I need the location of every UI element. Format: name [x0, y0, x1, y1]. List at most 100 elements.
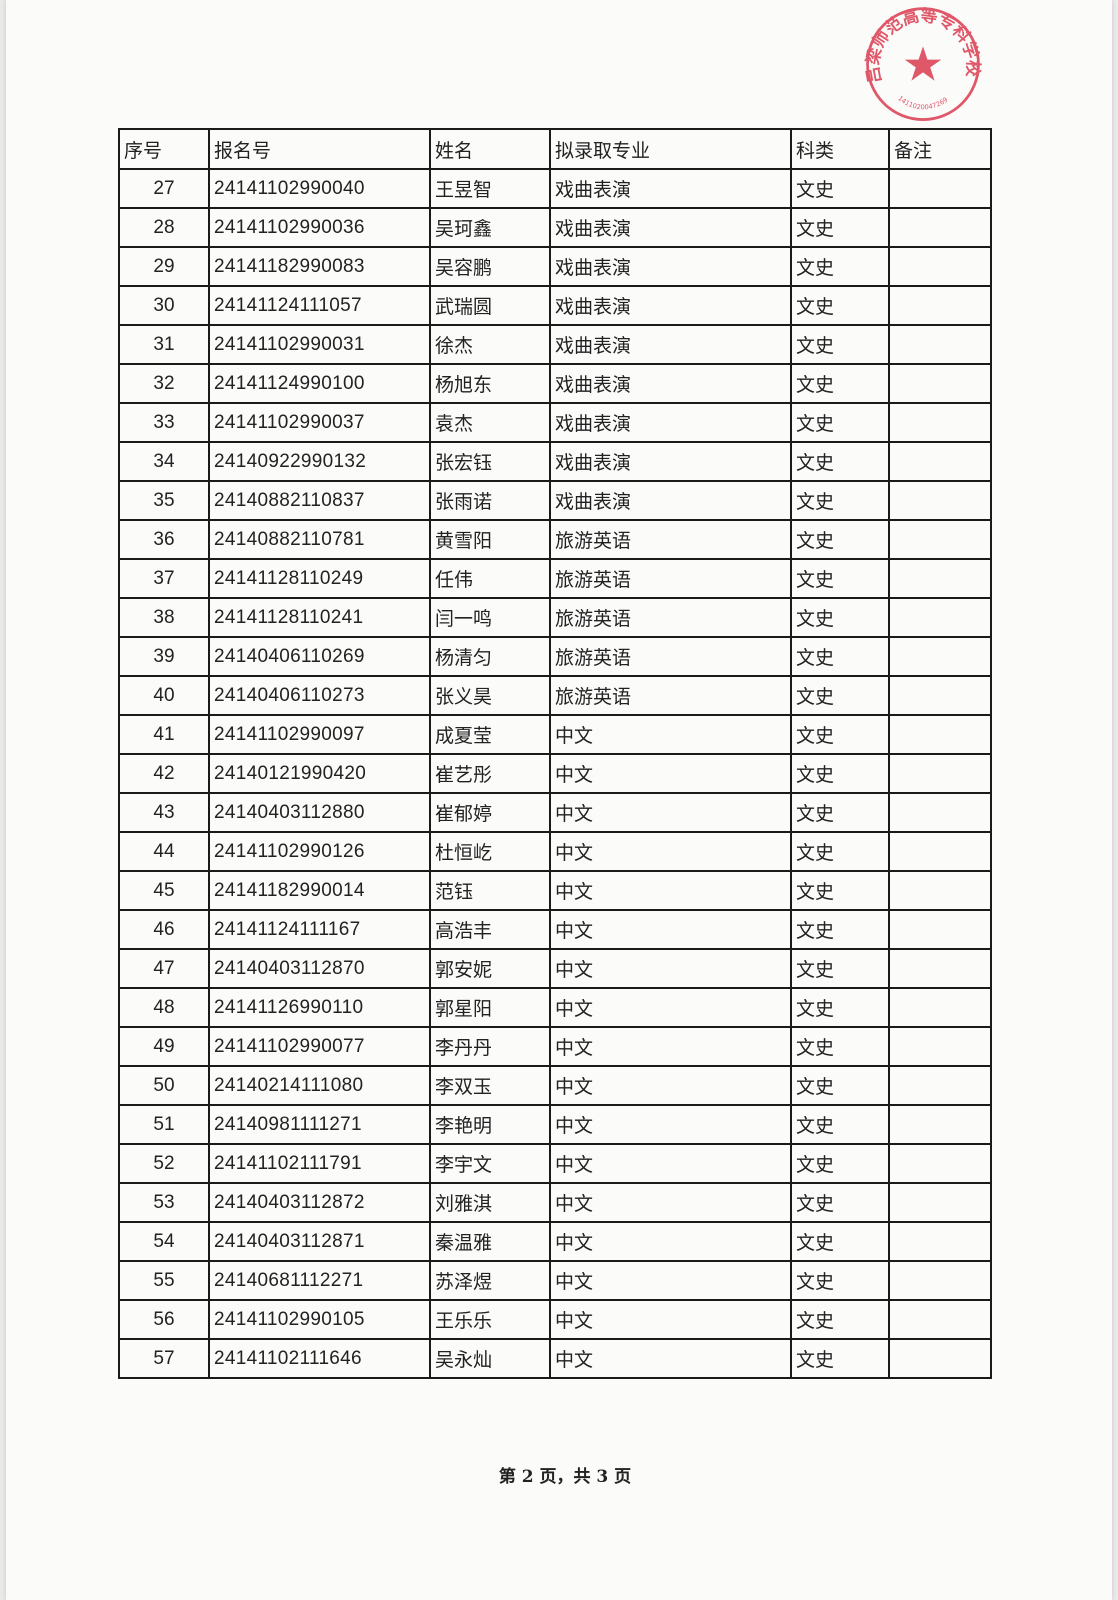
- cell-name: 郭星阳: [429, 987, 551, 1028]
- table-row: 30 24141124111057 武瑞圆 戏曲表演 文史: [118, 285, 992, 326]
- table-row: 46 24141124111167 高浩丰 中文 文史: [118, 909, 992, 950]
- cell-major: 戏曲表演: [549, 168, 792, 209]
- cell-index: 28: [118, 207, 210, 248]
- table-row: 36 24140882110781 黄雪阳 旅游英语 文史: [118, 519, 992, 560]
- table-row: 52 24141102111791 李宇文 中文 文史: [118, 1143, 992, 1184]
- cell-registration-no: 24140882110837: [208, 480, 431, 521]
- table-row: 37 24141128110249 任伟 旅游英语 文史: [118, 558, 992, 599]
- cell-index: 42: [118, 753, 210, 794]
- table-row: 27 24141102990040 王昱智 戏曲表演 文史: [118, 168, 992, 209]
- cell-registration-no: 24141102990097: [208, 714, 431, 755]
- cell-index: 30: [118, 285, 210, 326]
- cell-major: 中文: [549, 1026, 792, 1067]
- cell-registration-no: 24140403112871: [208, 1221, 431, 1262]
- cell-remarks: [888, 1065, 992, 1106]
- cell-category: 文史: [790, 246, 890, 287]
- cell-name: 吴珂鑫: [429, 207, 551, 248]
- cell-registration-no: 24141124990100: [208, 363, 431, 404]
- table-row: 51 24140981111271 李艳明 中文 文史: [118, 1104, 992, 1145]
- cell-remarks: [888, 1260, 992, 1301]
- table-row: 42 24140121990420 崔艺彤 中文 文史: [118, 753, 992, 794]
- cell-name: 刘雅淇: [429, 1182, 551, 1223]
- cell-category: 文史: [790, 441, 890, 482]
- cell-category: 文史: [790, 1143, 890, 1184]
- cell-name: 张义昊: [429, 675, 551, 716]
- cell-index: 50: [118, 1065, 210, 1106]
- cell-index: 45: [118, 870, 210, 911]
- cell-major: 中文: [549, 948, 792, 989]
- cell-category: 文史: [790, 714, 890, 755]
- cell-remarks: [888, 1026, 992, 1067]
- cell-remarks: [888, 324, 992, 365]
- cell-major: 中文: [549, 1299, 792, 1340]
- cell-registration-no: 24140403112872: [208, 1182, 431, 1223]
- cell-index: 43: [118, 792, 210, 833]
- cell-remarks: [888, 792, 992, 833]
- header-registration-no: 报名号: [208, 128, 431, 170]
- cell-major: 旅游英语: [549, 675, 792, 716]
- cell-name: 闫一鸣: [429, 597, 551, 638]
- header-name: 姓名: [429, 128, 551, 170]
- cell-registration-no: 24141126990110: [208, 987, 431, 1028]
- cell-name: 高浩丰: [429, 909, 551, 950]
- cell-registration-no: 24141102990037: [208, 402, 431, 443]
- cell-name: 秦温雅: [429, 1221, 551, 1262]
- cell-category: 文史: [790, 948, 890, 989]
- table-row: 44 24141102990126 杜恒屹 中文 文史: [118, 831, 992, 872]
- cell-registration-no: 24141102990036: [208, 207, 431, 248]
- cell-index: 47: [118, 948, 210, 989]
- cell-category: 文史: [790, 1065, 890, 1106]
- cell-remarks: [888, 1104, 992, 1145]
- cell-registration-no: 24140882110781: [208, 519, 431, 560]
- table-row: 34 24140922990132 张宏钰 戏曲表演 文史: [118, 441, 992, 482]
- cell-registration-no: 24141182990083: [208, 246, 431, 287]
- cell-name: 吴永灿: [429, 1338, 551, 1379]
- cell-major: 中文: [549, 870, 792, 911]
- cell-remarks: [888, 948, 992, 989]
- cell-index: 41: [118, 714, 210, 755]
- cell-remarks: [888, 168, 992, 209]
- cell-remarks: [888, 558, 992, 599]
- cell-index: 44: [118, 831, 210, 872]
- cell-name: 李丹丹: [429, 1026, 551, 1067]
- table-row: 54 24140403112871 秦温雅 中文 文史: [118, 1221, 992, 1262]
- cell-major: 中文: [549, 714, 792, 755]
- cell-index: 48: [118, 987, 210, 1028]
- cell-index: 35: [118, 480, 210, 521]
- cell-major: 中文: [549, 831, 792, 872]
- cell-remarks: [888, 675, 992, 716]
- cell-name: 崔艺彤: [429, 753, 551, 794]
- table-row: 56 24141102990105 王乐乐 中文 文史: [118, 1299, 992, 1340]
- cell-index: 33: [118, 402, 210, 443]
- cell-remarks: [888, 363, 992, 404]
- cell-name: 成夏莹: [429, 714, 551, 755]
- cell-name: 李宇文: [429, 1143, 551, 1184]
- cell-registration-no: 24140981111271: [208, 1104, 431, 1145]
- cell-remarks: [888, 402, 992, 443]
- cell-name: 杨清匀: [429, 636, 551, 677]
- table-row: 39 24140406110269 杨清匀 旅游英语 文史: [118, 636, 992, 677]
- table-row: 33 24141102990037 袁杰 戏曲表演 文史: [118, 402, 992, 443]
- cell-index: 52: [118, 1143, 210, 1184]
- cell-registration-no: 24141124111057: [208, 285, 431, 326]
- table-row: 43 24140403112880 崔郁婷 中文 文史: [118, 792, 992, 833]
- cell-major: 旅游英语: [549, 636, 792, 677]
- cell-category: 文史: [790, 1104, 890, 1145]
- cell-major: 旅游英语: [549, 519, 792, 560]
- cell-name: 杜恒屹: [429, 831, 551, 872]
- table-row: 29 24141182990083 吴容鹏 戏曲表演 文史: [118, 246, 992, 287]
- cell-name: 王乐乐: [429, 1299, 551, 1340]
- cell-category: 文史: [790, 285, 890, 326]
- table-row: 57 24141102111646 吴永灿 中文 文史: [118, 1338, 992, 1379]
- cell-name: 张宏钰: [429, 441, 551, 482]
- cell-major: 中文: [549, 792, 792, 833]
- cell-remarks: [888, 441, 992, 482]
- header-index: 序号: [118, 128, 210, 170]
- cell-remarks: [888, 870, 992, 911]
- table-row: 31 24141102990031 徐杰 戏曲表演 文史: [118, 324, 992, 365]
- table-row: 28 24141102990036 吴珂鑫 戏曲表演 文史: [118, 207, 992, 248]
- cell-category: 文史: [790, 324, 890, 365]
- cell-registration-no: 24140406110269: [208, 636, 431, 677]
- cell-registration-no: 24141182990014: [208, 870, 431, 911]
- cell-category: 文史: [790, 207, 890, 248]
